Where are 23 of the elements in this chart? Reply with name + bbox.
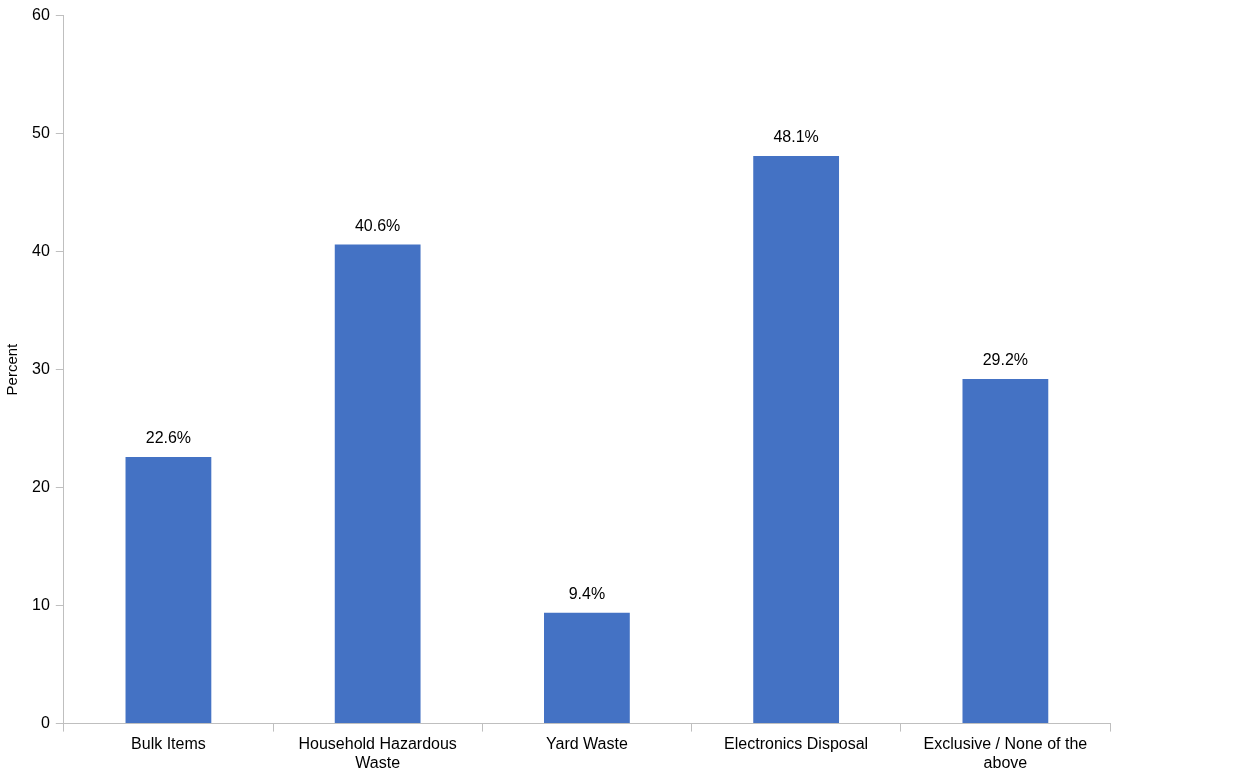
y-tick-label: 20 [32, 478, 50, 496]
y-tick-label: 40 [32, 242, 50, 260]
y-tick-label: 10 [32, 596, 50, 614]
bar [753, 156, 840, 724]
y-axis-title: Percent [3, 342, 21, 396]
bar [334, 244, 421, 724]
x-tick-label: Electronics Disposal [724, 734, 869, 752]
x-tick-label: Exclusive / None of the above [923, 734, 1088, 771]
y-tick-label: 50 [32, 124, 50, 142]
x-tick-label: Yard Waste [545, 734, 628, 752]
data-label: 9.4% [568, 585, 606, 603]
x-tick-label: Bulk Items [131, 734, 206, 752]
y-tick-label: 60 [32, 6, 50, 24]
bar [544, 612, 630, 724]
y-tick-label: 0 [40, 714, 50, 732]
y-tick-label: 30 [32, 360, 50, 378]
data-label: 48.1% [773, 128, 819, 146]
data-label: 22.6% [145, 429, 192, 447]
bar [962, 379, 1049, 724]
data-label: 40.6% [354, 216, 401, 234]
bar [125, 456, 212, 724]
data-label: 29.2% [982, 351, 1029, 369]
x-tick-label: Household Hazardous Waste [298, 734, 457, 771]
